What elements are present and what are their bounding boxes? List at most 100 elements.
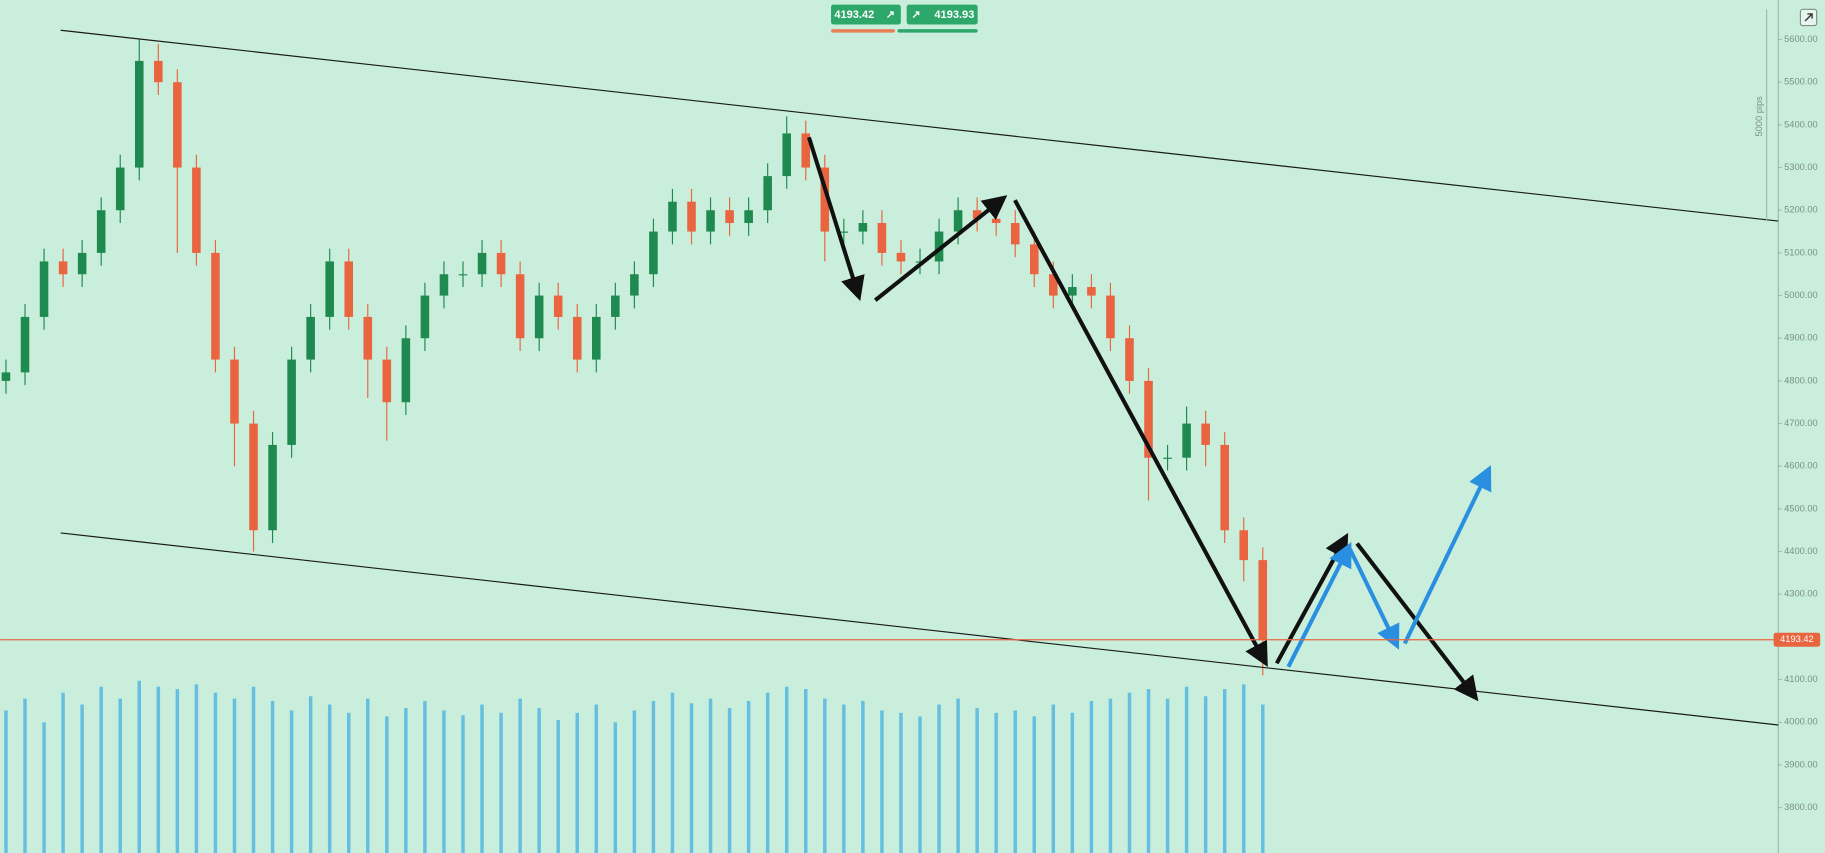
volume-bar [289, 710, 294, 853]
volume-bar [1013, 710, 1017, 853]
arrow [1348, 548, 1400, 650]
candle-body [1125, 338, 1134, 381]
volume-bar [1165, 698, 1170, 853]
candle-body [268, 444, 277, 531]
candle-body [306, 316, 315, 360]
arrow [1286, 541, 1352, 668]
y-tick-label: 4700.00 [1784, 418, 1818, 428]
candle-body [249, 423, 258, 531]
candle-body [211, 252, 220, 360]
candle-body [173, 82, 182, 168]
volume-bar [746, 700, 751, 853]
y-tick-label: 3900.00 [1784, 759, 1818, 769]
y-tick-label: 4800.00 [1784, 375, 1818, 385]
volume-bar [1261, 704, 1265, 853]
candle-body [134, 60, 144, 168]
candle-body [115, 167, 125, 211]
volume-bar [518, 698, 522, 853]
volume-bar [708, 698, 713, 853]
candle-body [363, 316, 373, 360]
candle-body [420, 295, 430, 339]
volume-bar [213, 692, 218, 853]
alt-arrows [1286, 465, 1492, 668]
buy-button[interactable] [906, 4, 978, 25]
volume-bar [1108, 698, 1113, 853]
candle-body [1029, 244, 1039, 275]
candle-body [534, 295, 544, 339]
arrow [1274, 532, 1349, 665]
candle-body [1087, 287, 1096, 296]
volume-bar [956, 698, 960, 853]
volume-bar [42, 722, 46, 853]
candle-body [896, 252, 906, 262]
candle-body [877, 223, 887, 253]
candle-body [763, 176, 772, 211]
candle-body [1106, 295, 1115, 339]
volume-bar [156, 686, 161, 853]
volume-bar [80, 704, 84, 853]
y-tick-label: 5500.00 [1784, 77, 1818, 87]
volume-bar [366, 698, 370, 853]
sell-icon[interactable]: ↗ [886, 9, 895, 21]
y-tick-label: 3800.00 [1784, 802, 1818, 812]
volume-bar [99, 686, 103, 853]
sell-price[interactable]: 4193.42 [834, 9, 874, 21]
candle-body [439, 274, 449, 296]
candle-body [515, 274, 525, 339]
y-tick-label: 4100.00 [1784, 674, 1818, 684]
arrow [1013, 199, 1268, 667]
candle-body [477, 252, 487, 275]
candle-layer [1, 39, 1268, 676]
candle-body [572, 316, 582, 360]
candle-body [192, 167, 201, 253]
volume-bar [975, 708, 979, 853]
candle-body [1201, 423, 1210, 445]
range-label: 5000 pips [1754, 96, 1764, 137]
popout-icon[interactable] [1804, 13, 1813, 22]
sell-button[interactable] [831, 4, 901, 25]
volume-bar [404, 708, 408, 853]
volume-bar [118, 698, 122, 853]
candle-body [1144, 380, 1153, 458]
candle-body [77, 252, 87, 275]
candle-body [706, 210, 715, 232]
candle-body [687, 201, 696, 232]
candle-body [649, 231, 658, 275]
candle-body [953, 210, 963, 232]
candle-body [630, 274, 639, 296]
volume-bar [385, 716, 389, 853]
volume-bar [861, 700, 865, 853]
volume-bar [1089, 700, 1094, 853]
volume-bar [442, 710, 446, 853]
y-tick-label: 5100.00 [1784, 247, 1818, 257]
candle-body [801, 133, 811, 168]
current-price-label: 4193.42 [1780, 634, 1814, 644]
volume-bar [499, 712, 503, 853]
candle-body [39, 261, 49, 317]
candle-body [382, 359, 392, 403]
volume-bar [937, 704, 941, 853]
candle-body [782, 133, 791, 177]
volume-bar [1032, 716, 1037, 853]
volume-bar [480, 704, 484, 853]
candle-body [1182, 423, 1191, 458]
y-tick-label: 5000.00 [1784, 290, 1818, 300]
volume-bar [613, 722, 618, 853]
buy-volume-bar [897, 29, 978, 33]
volume-bar [251, 686, 256, 853]
channel-upper [60, 29, 1779, 222]
volume-bar [175, 689, 180, 853]
candle-body [96, 210, 106, 253]
arrow [806, 136, 865, 302]
volume-bar [689, 703, 694, 853]
candle-body [1163, 457, 1172, 459]
candle-body [58, 261, 68, 275]
volume-bar [23, 698, 27, 853]
buy-icon[interactable]: ↗ [911, 9, 920, 21]
buy-price[interactable]: 4193.93 [934, 9, 974, 21]
candle-body [496, 252, 506, 275]
volume-bar [804, 689, 808, 853]
forecast-arrows [806, 136, 1479, 702]
volume-bar [994, 712, 998, 853]
candle-body [972, 210, 982, 219]
